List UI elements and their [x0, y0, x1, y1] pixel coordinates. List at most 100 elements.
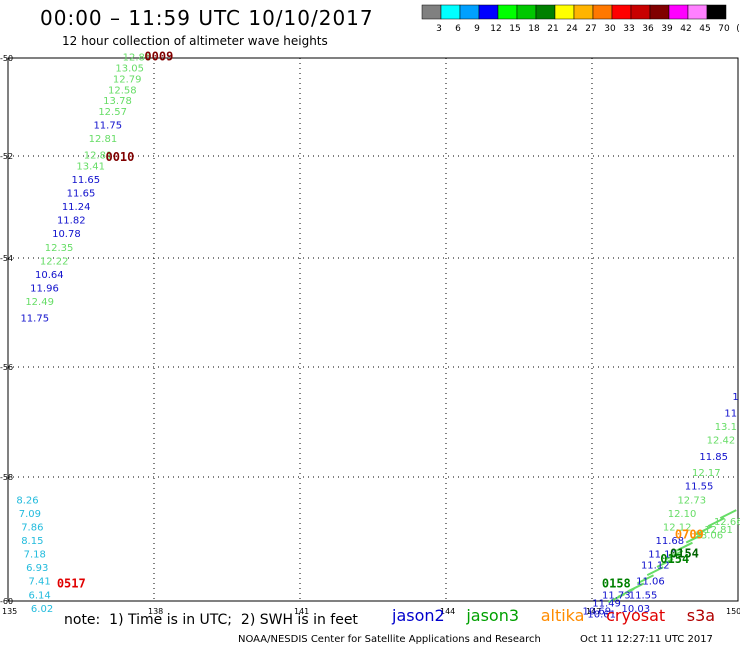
- swh-value: 11.68: [656, 536, 685, 547]
- swh-value: 11.49: [592, 598, 621, 609]
- lat-tick-label: -60: [0, 597, 13, 606]
- note-text: note: 1) Time is in UTC; 2) SWH is in fe…: [64, 612, 358, 628]
- time-label: 0009: [144, 50, 173, 64]
- lat-tick-label: -50: [0, 54, 13, 63]
- swh-value: 7.86: [21, 522, 43, 533]
- scale-label: 21: [547, 24, 558, 34]
- time-label: 0010: [105, 150, 134, 164]
- swh-value: 11: [724, 408, 737, 419]
- track-dash: [656, 558, 674, 568]
- swh-value: 12.10: [668, 509, 697, 520]
- swh-value: 10.78: [52, 229, 81, 240]
- swh-value: 11.85: [699, 452, 728, 463]
- time-label: 0158: [602, 576, 631, 590]
- track-dash: [719, 509, 737, 520]
- lon-tick-label: 144: [440, 607, 455, 616]
- swh-value: 13.78: [103, 96, 132, 107]
- scale-swatch: [706, 4, 727, 20]
- swh-value: 11.55: [629, 590, 658, 601]
- swh-value: 11.82: [57, 216, 86, 227]
- swh-value: 11.55: [685, 482, 714, 493]
- swh-value: 12.81: [89, 134, 118, 145]
- swh-value: 10.61: [587, 609, 616, 620]
- scale-label: 12: [490, 24, 501, 34]
- swh-value: 13.1: [715, 422, 737, 433]
- swh-value: 12.81: [84, 150, 113, 161]
- scale-label: 42: [680, 24, 691, 34]
- swh-value: 11.12: [641, 560, 670, 571]
- track-dash: [627, 582, 645, 593]
- swh-value: 12.12: [663, 522, 692, 533]
- swh-value: 13.06: [694, 531, 723, 542]
- credit-text: NOAA/NESDIS Center for Satellite Applica…: [238, 634, 541, 645]
- scale-label: 9: [474, 24, 480, 34]
- legend-jason2: jason2: [392, 606, 445, 625]
- scale-label: 24: [566, 24, 578, 34]
- swh-value: 13.05: [115, 64, 144, 75]
- scale-label: 18: [528, 24, 540, 34]
- swh-value: 11.96: [30, 283, 59, 294]
- page-title: 00:00 – 11:59 UTC 10/10/2017: [40, 6, 374, 30]
- swh-value: 12.35: [45, 243, 74, 254]
- satellite-legend: jason2 jason3 altika cryosat s3a: [392, 606, 727, 625]
- swh-value: 1: [732, 392, 738, 403]
- lat-tick-label: -58: [0, 473, 13, 482]
- map-frame: [7, 57, 739, 602]
- swh-value: 12.22: [40, 256, 69, 267]
- legend-s3a: s3a: [686, 606, 716, 625]
- legend-cryosat: cryosat: [606, 606, 666, 625]
- track-dash: [637, 574, 654, 585]
- scale-label: 27: [585, 24, 596, 34]
- lon-tick-label: 141: [294, 607, 309, 616]
- track-dash: [676, 541, 693, 552]
- scale-label: 36: [642, 24, 654, 34]
- swh-value: 11.10: [648, 550, 677, 561]
- lon-tick-label: 147: [586, 607, 601, 616]
- swh-value: 10.03: [621, 604, 650, 615]
- track-dash: [666, 549, 684, 560]
- swh-value: 12.42: [707, 436, 736, 447]
- scale-label: 6: [455, 24, 461, 34]
- swh-value: 10.64: [35, 270, 64, 281]
- time-label: 0517: [57, 576, 86, 590]
- scale-label: 70: [718, 24, 730, 34]
- swh-value: 11.65: [72, 175, 101, 186]
- scale-label: 33: [623, 24, 634, 34]
- swh-value: 12.81: [704, 525, 733, 536]
- swh-value: 11.65: [67, 188, 96, 199]
- time-label: 0154: [670, 547, 699, 561]
- legend-altika: altika: [540, 606, 585, 625]
- swh-value: 7.09: [19, 509, 41, 520]
- page-subtitle: 12 hour collection of altimeter wave hei…: [62, 34, 328, 48]
- timestamp-text: Oct 11 12:27:11 UTC 2017: [580, 634, 713, 645]
- swh-value: 11.73: [602, 590, 631, 601]
- time-label: 0154: [660, 552, 689, 566]
- swh-value: 8.26: [16, 495, 38, 506]
- track-dash: [695, 525, 713, 536]
- lat-tick-label: -52: [0, 152, 13, 161]
- swh-value: 12.86: [123, 53, 152, 64]
- swh-value: 6.02: [31, 604, 53, 615]
- scale-label: 15: [509, 24, 520, 34]
- track-dash: [646, 566, 664, 577]
- swh-value: 7.41: [29, 577, 51, 588]
- swh-value: 7.18: [24, 550, 46, 561]
- legend-jason3: jason3: [466, 606, 520, 625]
- lat-tick-label: -54: [0, 254, 13, 263]
- lon-tick-label: 150: [726, 607, 740, 616]
- swh-value: 11.06: [636, 577, 665, 588]
- swh-value: 12.57: [98, 107, 127, 118]
- swh-value: 6.14: [29, 590, 51, 601]
- swh-value: 12.58: [108, 85, 137, 96]
- swh-value: 11.24: [62, 202, 91, 213]
- scale-label: (ft): [736, 24, 740, 34]
- lat-tick-label: -56: [0, 363, 13, 372]
- scale-label: 45: [699, 24, 710, 34]
- swh-value: 12.49: [25, 297, 54, 308]
- swh-value: 12.79: [113, 74, 142, 85]
- track-dash: [685, 533, 703, 544]
- swh-value: 13.41: [76, 161, 105, 172]
- swh-value: 12.73: [677, 495, 706, 506]
